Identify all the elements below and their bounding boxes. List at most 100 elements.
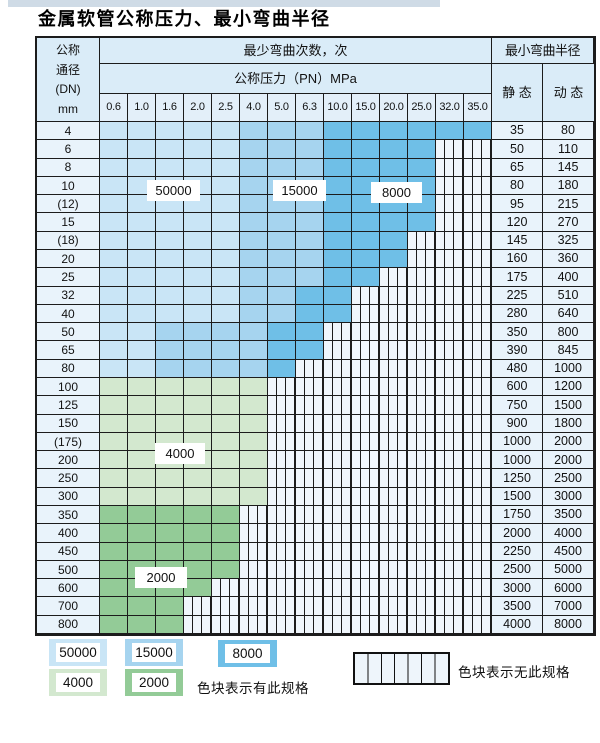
cell-dn6-pn4.0-zone15000 xyxy=(240,140,268,159)
cell-dn350-pn10.0-nospec xyxy=(324,506,352,525)
cell-dn10-pn10.0-zone8000 xyxy=(324,176,352,196)
cell-dn50-pn0.6-zone50000 xyxy=(100,323,128,342)
cell-dn200-pn1.0-zone4000 xyxy=(128,451,156,470)
header-min-bend-radius: 最小弯曲半径 xyxy=(492,38,594,64)
cell-dn450-pn0.6-zone2000 xyxy=(100,542,128,561)
cell-dn-400: 400 xyxy=(37,524,100,543)
cell-dn600-pn32.0-nospec xyxy=(436,579,464,598)
cell-dn50-pn32.0-nospec xyxy=(436,323,464,342)
cell-dn500-pn25.0-nospec xyxy=(408,560,436,580)
cell-dn20-pn2.5-zone50000 xyxy=(212,250,240,269)
cell-dn100-pn2.0-zone4000 xyxy=(184,378,212,397)
cell-dn400-pn0.6-zone2000 xyxy=(100,524,128,543)
cell-dn32-pn6.3-zone8000 xyxy=(296,286,324,305)
header-dn-line: mm xyxy=(58,102,78,117)
cell-dn65-pn10.0-nospec xyxy=(324,341,352,360)
cell-static-dn500: 2500 xyxy=(492,560,543,580)
cell-dn150-pn10.0-nospec xyxy=(324,414,352,433)
cell-dn20-pn1.6-zone50000 xyxy=(156,250,184,269)
cell-dn32-pn2.5-zone50000 xyxy=(212,286,240,305)
cell-dn150-pn2.0-zone4000 xyxy=(184,414,212,433)
cell-dn200-pn32.0-nospec xyxy=(436,451,464,470)
cell-static-dn800: 4000 xyxy=(492,615,543,634)
cell-static-dn(12): 95 xyxy=(492,195,543,214)
cell-static-dn450: 2250 xyxy=(492,542,543,561)
cell-dn8-pn0.6-zone50000 xyxy=(100,158,128,177)
cell-dn100-pn20.0-nospec xyxy=(380,378,408,397)
cell-dn4-pn25.0-zone8000 xyxy=(408,122,436,141)
cell-dn600-pn6.3-nospec xyxy=(296,579,324,598)
cell-dn200-pn0.6-zone4000 xyxy=(100,451,128,470)
cell-static-dn100: 600 xyxy=(492,378,543,397)
cell-dn350-pn25.0-nospec xyxy=(408,506,436,525)
cell-dn-350: 350 xyxy=(37,506,100,525)
cell-dn6-pn35.0-nospec xyxy=(464,140,492,159)
cell-dn250-pn1.6-zone4000 xyxy=(156,469,184,488)
cell-dn(18)-pn35.0-nospec xyxy=(464,231,492,250)
cell-dn400-pn1.6-zone2000 xyxy=(156,524,184,543)
cell-dn(18)-pn2.5-zone50000 xyxy=(212,231,240,250)
cell-dn250-pn15.0-nospec xyxy=(352,469,380,488)
cell-dn700-pn35.0-nospec xyxy=(464,597,492,616)
header-pn-35.0: 35.0 xyxy=(464,94,492,122)
cell-dn20-pn4.0-zone15000 xyxy=(240,250,268,269)
cell-dn20-pn35.0-nospec xyxy=(464,250,492,269)
cell-dn800-pn1.6-zone2000 xyxy=(156,615,184,634)
header-pn-25.0: 25.0 xyxy=(408,94,436,122)
cell-dn700-pn32.0-nospec xyxy=(436,597,464,616)
cell-dn80-pn4.0-zone15000 xyxy=(240,359,268,378)
cell-dynamic-dn100: 1200 xyxy=(543,378,594,397)
cell-dn300-pn10.0-nospec xyxy=(324,487,352,506)
cell-dn20-pn5.0-zone15000 xyxy=(268,250,296,269)
cell-dn100-pn1.6-zone4000 xyxy=(156,378,184,397)
cell-static-dn10: 80 xyxy=(492,176,543,196)
cell-dn400-pn10.0-nospec xyxy=(324,524,352,543)
header-pn-4.0: 4.0 xyxy=(240,94,268,122)
cell-dynamic-dn150: 1800 xyxy=(543,414,594,433)
cell-dn(18)-pn15.0-zone8000 xyxy=(352,231,380,250)
cell-dn8-pn1.6-zone50000 xyxy=(156,158,184,177)
cell-dn20-pn0.6-zone50000 xyxy=(100,250,128,269)
cell-static-dn32: 225 xyxy=(492,286,543,305)
cell-dn250-pn5.0-nospec xyxy=(268,469,296,488)
cell-dn500-pn35.0-nospec xyxy=(464,560,492,580)
cell-dn80-pn6.3-nospec xyxy=(296,359,324,378)
legend-no-spec-sample xyxy=(353,652,450,685)
cell-dynamic-dn600: 6000 xyxy=(543,579,594,598)
cell-static-dn8: 65 xyxy=(492,158,543,177)
cell-dn800-pn5.0-nospec xyxy=(268,615,296,634)
cell-dn125-pn1.0-zone4000 xyxy=(128,396,156,415)
cell-dn400-pn2.0-zone2000 xyxy=(184,524,212,543)
cell-dn(18)-pn6.3-zone15000 xyxy=(296,231,324,250)
cell-dn32-pn5.0-zone15000 xyxy=(268,286,296,305)
legend-swatch-15000: 15000 xyxy=(125,639,183,666)
cell-dn600-pn15.0-nospec xyxy=(352,579,380,598)
cell-dn6-pn5.0-zone15000 xyxy=(268,140,296,159)
cell-dn250-pn4.0-zone4000 xyxy=(240,469,268,488)
cell-dn20-pn1.0-zone50000 xyxy=(128,250,156,269)
cell-dn350-pn1.0-zone2000 xyxy=(128,506,156,525)
cell-dn20-pn20.0-zone8000 xyxy=(380,250,408,269)
cell-dn15-pn6.3-zone15000 xyxy=(296,213,324,232)
cell-dn350-pn1.6-zone2000 xyxy=(156,506,184,525)
cell-dn300-pn1.6-zone4000 xyxy=(156,487,184,506)
cell-dn800-pn32.0-nospec xyxy=(436,615,464,634)
cell-dn700-pn2.5-nospec xyxy=(212,597,240,616)
cell-dn65-pn35.0-nospec xyxy=(464,341,492,360)
cell-dn-4: 4 xyxy=(37,122,100,141)
cell-dn500-pn15.0-nospec xyxy=(352,560,380,580)
cell-dn(18)-pn20.0-zone8000 xyxy=(380,231,408,250)
cell-dn125-pn10.0-nospec xyxy=(324,396,352,415)
cell-dn600-pn10.0-nospec xyxy=(324,579,352,598)
cell-dn32-pn25.0-nospec xyxy=(408,286,436,305)
cell-dn40-pn2.0-zone50000 xyxy=(184,304,212,324)
cell-dn100-pn32.0-nospec xyxy=(436,378,464,397)
cell-dn25-pn6.3-zone15000 xyxy=(296,268,324,287)
cell-dn8-pn10.0-zone8000 xyxy=(324,158,352,177)
cell-dn400-pn6.3-nospec xyxy=(296,524,324,543)
cell-dn500-pn32.0-nospec xyxy=(436,560,464,580)
cell-dn15-pn32.0-nospec xyxy=(436,213,464,232)
cell-dn-250: 250 xyxy=(37,469,100,488)
cell-dn4-pn1.6-zone50000 xyxy=(156,122,184,141)
header-dn-line: (DN) xyxy=(55,82,81,97)
